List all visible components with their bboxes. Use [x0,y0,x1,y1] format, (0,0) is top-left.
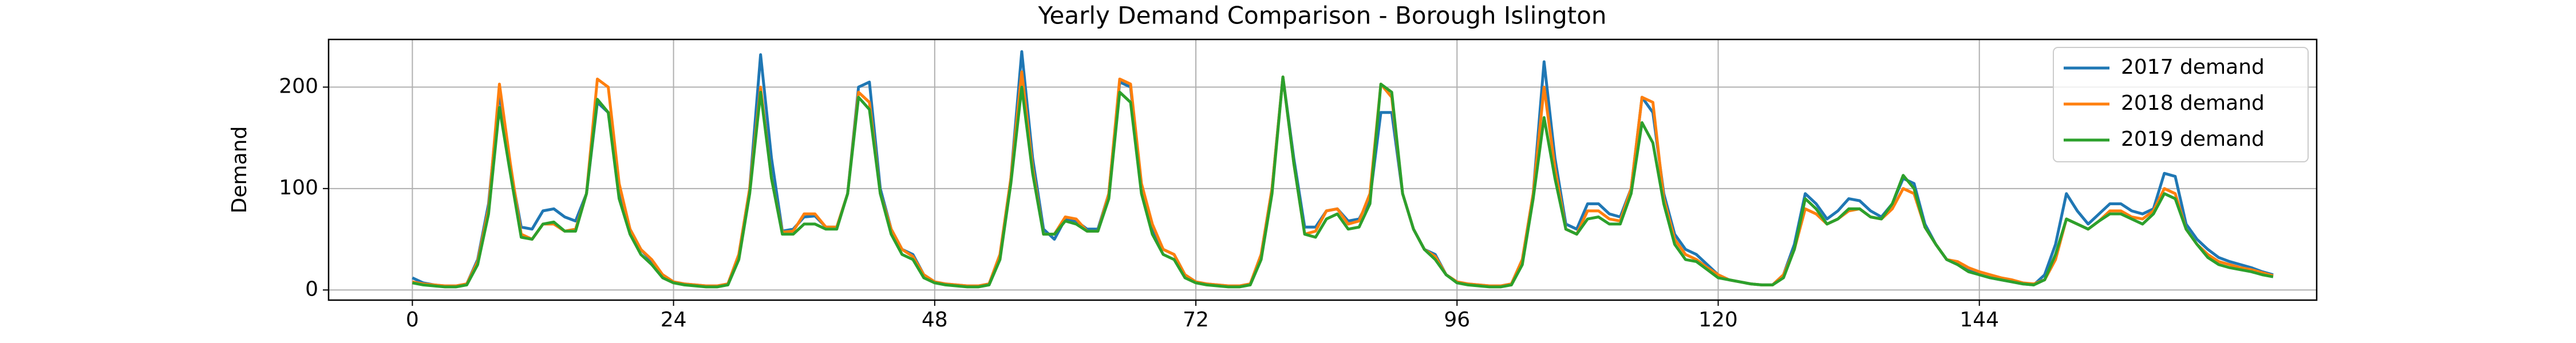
chart-title: Yearly Demand Comparison - Borough Islin… [1037,2,1606,30]
x-tick-label: 0 [406,308,419,332]
x-tick-label: 72 [1183,308,1209,332]
x-tick-label: 24 [661,308,687,332]
legend-box [2053,47,2309,162]
data-line [412,70,2274,288]
legend-label: 2019 demand [2121,127,2265,151]
x-tick-label: 48 [922,308,948,332]
legend: 2017 demand 2018 demand 2019 demand [2053,47,2309,162]
y-tick-label: 200 [279,74,318,98]
legend-label: 2017 demand [2121,55,2265,79]
y-tick-label: 0 [305,277,318,301]
legend-label: 2018 demand [2121,91,2265,115]
x-tick-label: 120 [1698,308,1738,332]
y-axis-label: Demand [228,126,251,214]
x-tick-label: 144 [1959,308,1999,332]
y-tick-label: 100 [279,176,318,200]
data-line [412,75,2274,289]
x-tick-label: 96 [1444,308,1470,332]
plot-frame [327,38,2318,301]
